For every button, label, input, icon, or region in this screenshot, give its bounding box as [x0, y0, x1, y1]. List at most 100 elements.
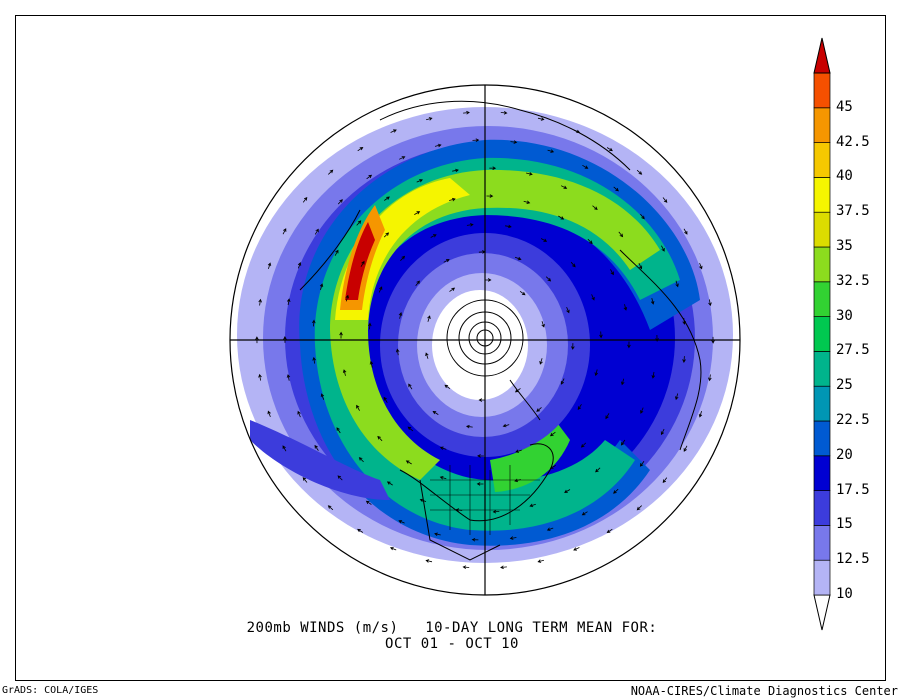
wind-arrow: [638, 263, 643, 270]
wind-arrow: [472, 138, 480, 142]
wind-arrow: [336, 427, 341, 434]
wind-arrow: [541, 321, 545, 328]
wind-arrow: [319, 283, 324, 291]
wind-arrow: [286, 374, 291, 381]
wind-arrow: [683, 228, 688, 235]
wind-arrow: [500, 110, 508, 115]
wind-arrow: [571, 343, 575, 350]
wind-arrow: [547, 149, 555, 153]
wind-arrow: [383, 396, 388, 403]
wind-arrow: [337, 199, 343, 205]
wind-arrow: [452, 168, 459, 173]
wind-arrow: [383, 232, 390, 238]
wind-arrow: [539, 358, 543, 365]
wind-arrow: [267, 262, 272, 270]
wind-arrow: [587, 238, 593, 245]
wind-arrow: [505, 224, 512, 229]
colorbar-high-triangle: [813, 37, 831, 74]
wind-arrow: [407, 426, 414, 432]
wind-arrow: [605, 413, 610, 420]
wind-arrow: [591, 294, 595, 301]
wind-arrow: [708, 374, 712, 382]
wind-arrow: [486, 194, 494, 198]
wind-arrow: [389, 547, 397, 551]
colorbar-label: 40: [836, 168, 853, 185]
wind-arrow: [489, 166, 497, 170]
wind-arrow: [606, 147, 613, 152]
wind-arrow: [523, 200, 531, 204]
wind-arrow: [698, 410, 703, 418]
colorbar-segment: [813, 211, 831, 248]
wind-arrow: [613, 488, 619, 494]
wind-arrow: [368, 322, 372, 330]
colorbar-segment: [813, 281, 831, 317]
wind-arrow: [478, 398, 486, 402]
wind-arrow: [545, 276, 552, 282]
wind-arrow: [434, 143, 442, 148]
wind-arrow: [312, 319, 316, 327]
wind-arrow: [564, 489, 571, 493]
colorbar-segment: [813, 142, 831, 178]
wind-arrow: [327, 505, 334, 511]
wind-arrow: [415, 280, 420, 287]
wind-arrow: [509, 536, 517, 540]
wind-arrow: [566, 306, 570, 314]
wind-arrow: [502, 423, 510, 428]
wind-arrow: [444, 384, 451, 390]
wind-arrow: [640, 407, 644, 414]
wind-arrow: [377, 435, 383, 442]
wind-arrow: [314, 444, 319, 451]
wind-arrow: [560, 185, 568, 189]
wind-arrow: [267, 410, 271, 418]
wind-arrow: [386, 481, 393, 486]
wind-arrow: [369, 360, 374, 368]
wind-arrow: [570, 261, 576, 268]
colorbar-segment: [813, 177, 831, 213]
wind-arrow: [546, 527, 554, 531]
wind-arrow: [514, 256, 522, 261]
wind-arrow: [594, 369, 598, 377]
wind-arrow: [334, 249, 339, 256]
wind-arrow: [675, 280, 679, 288]
wind-arrow: [455, 508, 463, 512]
map-title-line1: 200mb WINDS (m/s) 10-DAY LONG TERM MEAN …: [246, 620, 658, 636]
colorbar-segment: [813, 246, 831, 283]
wind-arrow: [621, 378, 625, 386]
wind-arrow: [320, 393, 325, 400]
wind-arrow: [339, 331, 343, 339]
colorbar-segment: [813, 351, 831, 387]
wind-arrow: [439, 476, 447, 480]
map-title-line2: OCT 01 - OCT 10: [385, 636, 519, 652]
wind-arrow: [282, 228, 287, 235]
wind-arrow: [258, 373, 262, 381]
colorbar-label: 12.5: [836, 551, 870, 568]
colorbar-segment: [813, 420, 831, 457]
wind-arrow: [651, 371, 656, 379]
wind-arrow: [427, 315, 431, 322]
wind-arrow: [595, 467, 601, 473]
wind-arrow: [592, 205, 598, 211]
colorbar-label: 10: [836, 586, 853, 602]
wind-arrow: [636, 505, 642, 511]
colorbar-segment: [813, 385, 831, 422]
credit-left: GrADS: COLA/IGES: [2, 685, 99, 696]
wind-arrow: [500, 565, 507, 570]
colorbar-label: 35: [836, 238, 853, 254]
wind-arrow: [699, 262, 703, 270]
wind-arrow: [682, 356, 686, 363]
colorbar-label: 30: [836, 307, 853, 324]
wind-arrow: [384, 196, 390, 201]
wind-arrow: [536, 407, 542, 412]
colorbar-segment: [813, 559, 831, 596]
wind-arrow: [477, 454, 484, 458]
wind-arrow: [425, 559, 433, 563]
wind-arrow: [358, 457, 364, 463]
wind-arrow: [399, 156, 406, 160]
wind-arrow: [425, 117, 433, 121]
colorbar-label: 27.5: [836, 342, 870, 359]
colorbar-label: 37.5: [836, 203, 870, 220]
wind-arrow: [419, 498, 427, 503]
wind-arrow: [357, 147, 364, 152]
